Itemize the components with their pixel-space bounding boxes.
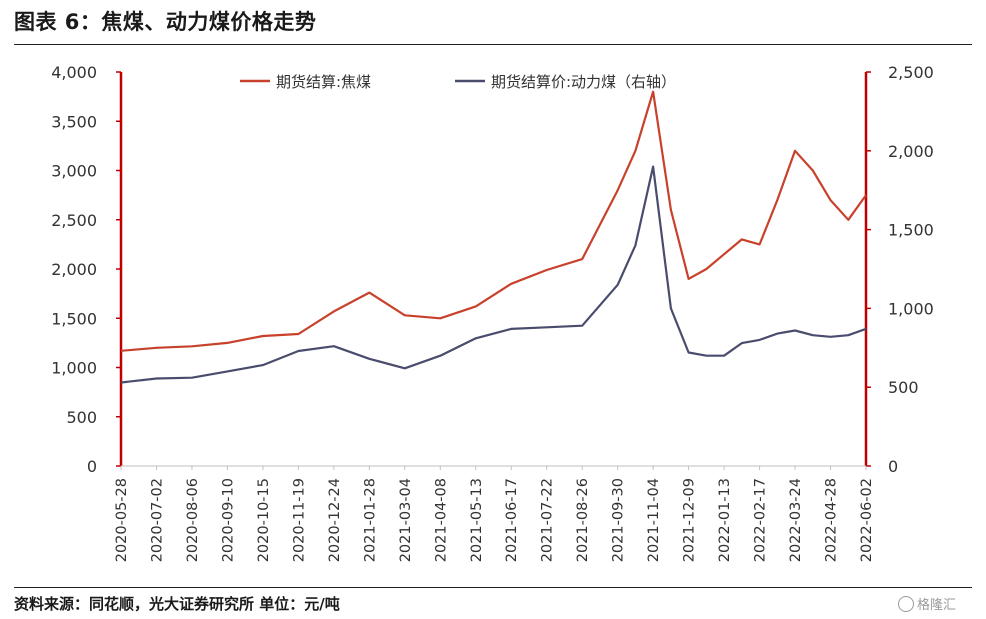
left-y-tick-label: 500 (66, 408, 97, 427)
left-y-tick-label: 1,500 (51, 309, 97, 328)
x-tick-label: 2021-08-26 (575, 478, 591, 562)
x-tick-label: 2022-01-13 (717, 478, 733, 562)
x-tick-label: 2020-08-06 (185, 478, 201, 562)
left-y-tick-label: 1,000 (51, 359, 97, 378)
watermark-text: 格隆汇 (916, 598, 956, 613)
left-y-tick-label: 2,500 (51, 211, 97, 230)
right-y-tick-label: 2,500 (888, 63, 934, 82)
x-tick-label: 2021-04-08 (433, 478, 449, 562)
line-chart: 0 500 1,000 1,500 2,000 2,500 3,000 3,500 4,000 0… (51, 63, 934, 562)
x-tick-label: 2021-05-13 (469, 478, 485, 562)
x-tick-label: 2022-03-24 (788, 478, 804, 562)
x-tick-label: 2021-12-09 (682, 478, 698, 562)
x-tick-label: 2020-11-19 (291, 478, 307, 562)
left-y-tick-label: 4,000 (51, 63, 97, 82)
x-tick-label: 2021-06-17 (504, 478, 520, 562)
legend-label-2: 期货结算价:动力煤（右轴） (491, 73, 676, 91)
x-tick-label: 2020-12-24 (327, 478, 343, 562)
top-divider (14, 44, 972, 45)
left-y-tick-label: 0 (87, 457, 97, 476)
x-tick-label: 2021-07-22 (540, 478, 556, 562)
right-y-tick-label: 1,000 (888, 299, 934, 318)
x-tick-label: 2022-06-02 (859, 478, 875, 562)
bottom-divider (14, 587, 972, 588)
x-tick-label: 2021-01-28 (362, 478, 378, 562)
x-tick-label: 2021-09-30 (611, 478, 627, 562)
right-y-tick-label: 0 (888, 457, 898, 476)
watermark: 格隆汇 (897, 594, 956, 613)
x-tick-label: 2022-02-17 (753, 478, 769, 562)
right-y-tick-label: 2,000 (888, 142, 934, 161)
left-y-tick-label: 3,500 (51, 112, 97, 131)
x-tick-label: 2020-09-10 (220, 478, 236, 562)
series-line-1 (120, 90, 867, 352)
x-tick-label: 2022-04-28 (824, 478, 840, 562)
x-tick-label: 2021-03-04 (398, 478, 414, 562)
x-tick-label: 2021-11-04 (646, 478, 662, 562)
legend-label-1: 期货结算:焦煤 (276, 73, 371, 91)
right-y-tick-label: 500 (888, 378, 919, 397)
chart-title: 图表 6：焦煤、动力煤价格走势 (14, 10, 317, 34)
x-tick-label: 2020-07-02 (149, 478, 165, 562)
x-tick-label: 2020-10-15 (256, 478, 272, 562)
left-y-tick-label: 2,000 (51, 260, 97, 279)
source-note: 资料来源：同花顺，光大证券研究所 单位：元/吨 (14, 595, 340, 613)
watermark-logo-icon (897, 596, 914, 612)
x-tick-label: 2020-05-28 (114, 478, 130, 562)
left-y-tick-label: 3,000 (51, 162, 97, 181)
series-line-2 (120, 165, 867, 384)
right-y-tick-label: 1,500 (888, 221, 934, 240)
